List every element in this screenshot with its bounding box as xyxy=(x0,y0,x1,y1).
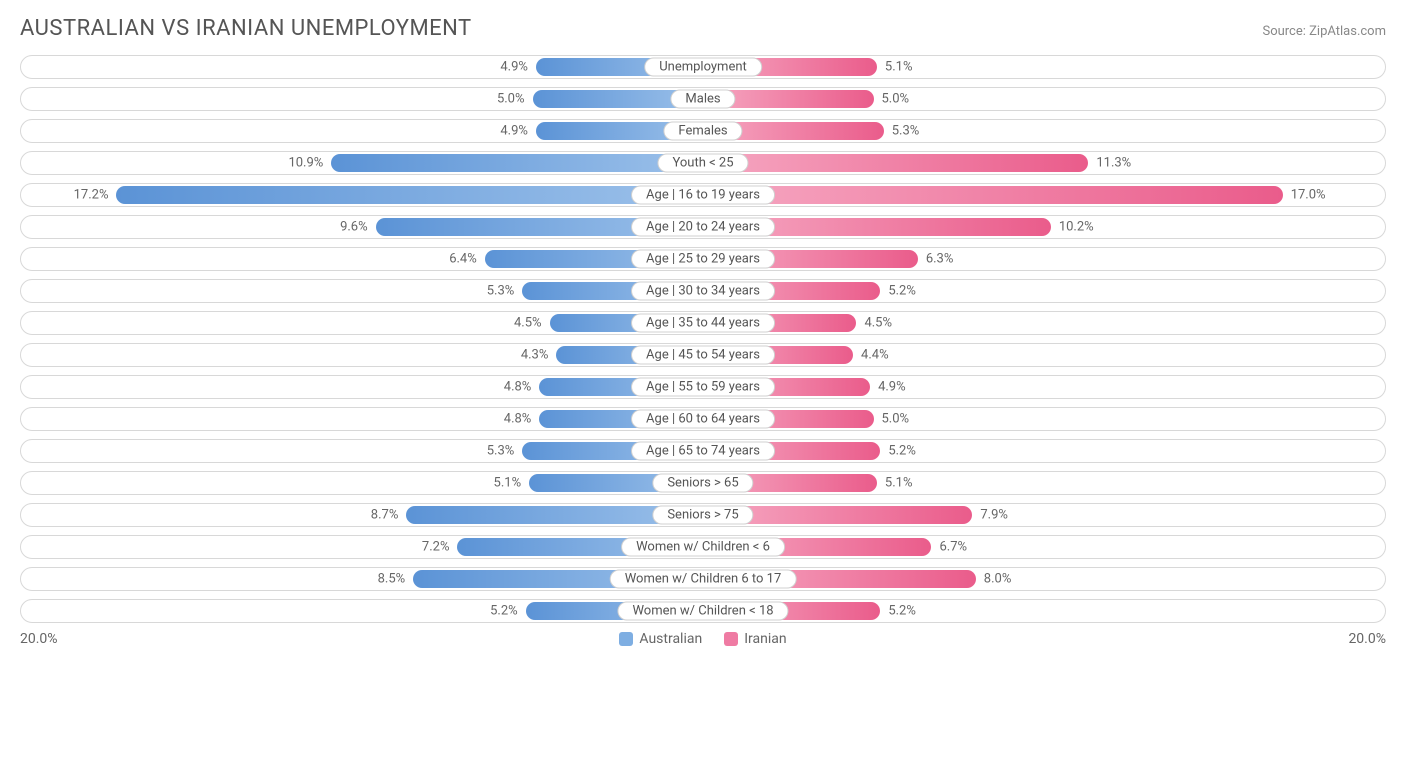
chart-row: 5.3% 5.2% Age | 65 to 74 years xyxy=(20,439,1386,463)
chart-row: 5.0% 5.0% Males xyxy=(20,87,1386,111)
value-label-right: 5.0% xyxy=(882,412,910,427)
value-label-right: 5.2% xyxy=(888,444,916,459)
value-label-left: 8.7% xyxy=(371,508,399,523)
chart-row: 8.7% 7.9% Seniors > 75 xyxy=(20,503,1386,527)
chart-title: AUSTRALIAN VS IRANIAN UNEMPLOYMENT xyxy=(20,16,472,41)
diverging-bar-chart: 4.9% 5.1% Unemployment 5.0% 5.0% Males 4.9% 5.3… xyxy=(20,55,1386,623)
category-pill: Women w/ Children < 18 xyxy=(617,602,788,621)
value-label-right: 5.2% xyxy=(888,284,916,299)
value-label-left: 4.8% xyxy=(504,380,532,395)
value-label-left: 4.9% xyxy=(500,124,528,139)
category-pill: Age | 20 to 24 years xyxy=(631,218,775,237)
value-label-left: 10.9% xyxy=(288,156,323,171)
chart-row: 17.2% 17.0% Age | 16 to 19 years xyxy=(20,183,1386,207)
chart-legend: Australian Iranian xyxy=(58,631,1349,647)
value-label-right: 6.3% xyxy=(926,252,954,267)
value-label-right: 6.7% xyxy=(939,540,967,555)
legend-swatch-iranian xyxy=(724,632,738,646)
category-pill: Youth < 25 xyxy=(657,154,748,173)
value-label-left: 9.6% xyxy=(340,220,368,235)
value-label-left: 5.3% xyxy=(487,444,515,459)
value-label-left: 5.2% xyxy=(490,604,518,619)
category-pill: Age | 60 to 64 years xyxy=(631,410,775,429)
value-label-left: 4.5% xyxy=(514,316,542,331)
bar-australian xyxy=(331,154,703,172)
chart-row: 4.5% 4.5% Age | 35 to 44 years xyxy=(20,311,1386,335)
chart-row: 4.9% 5.1% Unemployment xyxy=(20,55,1386,79)
chart-row: 4.3% 4.4% Age | 45 to 54 years xyxy=(20,343,1386,367)
chart-row: 5.3% 5.2% Age | 30 to 34 years xyxy=(20,279,1386,303)
value-label-right: 4.4% xyxy=(861,348,889,363)
category-pill: Age | 65 to 74 years xyxy=(631,442,775,461)
value-label-left: 17.2% xyxy=(74,188,109,203)
value-label-right: 5.2% xyxy=(888,604,916,619)
axis-max-left: 20.0% xyxy=(20,631,58,647)
legend-item-australian: Australian xyxy=(619,631,702,647)
chart-row: 8.5% 8.0% Women w/ Children 6 to 17 xyxy=(20,567,1386,591)
value-label-right: 8.0% xyxy=(984,572,1012,587)
chart-row: 4.9% 5.3% Females xyxy=(20,119,1386,143)
value-label-left: 6.4% xyxy=(449,252,477,267)
value-label-left: 4.9% xyxy=(500,60,528,75)
category-pill: Unemployment xyxy=(644,58,762,77)
category-pill: Women w/ Children < 6 xyxy=(621,538,785,557)
category-pill: Males xyxy=(670,90,735,109)
category-pill: Women w/ Children 6 to 17 xyxy=(610,570,797,589)
legend-label-australian: Australian xyxy=(639,631,702,647)
value-label-left: 4.3% xyxy=(521,348,549,363)
value-label-left: 5.3% xyxy=(487,284,515,299)
chart-row: 6.4% 6.3% Age | 25 to 29 years xyxy=(20,247,1386,271)
value-label-right: 5.0% xyxy=(882,92,910,107)
value-label-right: 11.3% xyxy=(1096,156,1131,171)
chart-row: 4.8% 5.0% Age | 60 to 64 years xyxy=(20,407,1386,431)
bar-australian xyxy=(116,186,703,204)
value-label-right: 10.2% xyxy=(1059,220,1094,235)
axis-max-right: 20.0% xyxy=(1348,631,1386,647)
bar-iranian xyxy=(703,154,1088,172)
value-label-right: 5.3% xyxy=(892,124,920,139)
value-label-right: 5.1% xyxy=(885,60,913,75)
legend-swatch-australian xyxy=(619,632,633,646)
value-label-right: 7.9% xyxy=(980,508,1008,523)
value-label-right: 4.9% xyxy=(878,380,906,395)
legend-item-iranian: Iranian xyxy=(724,631,786,647)
category-pill: Females xyxy=(663,122,742,141)
chart-row: 7.2% 6.7% Women w/ Children < 6 xyxy=(20,535,1386,559)
value-label-left: 7.2% xyxy=(422,540,450,555)
chart-source: Source: ZipAtlas.com xyxy=(1262,24,1386,39)
value-label-left: 5.0% xyxy=(497,92,525,107)
chart-row: 9.6% 10.2% Age | 20 to 24 years xyxy=(20,215,1386,239)
category-pill: Age | 16 to 19 years xyxy=(631,186,775,205)
category-pill: Age | 25 to 29 years xyxy=(631,250,775,269)
category-pill: Seniors > 75 xyxy=(652,506,753,525)
chart-row: 10.9% 11.3% Youth < 25 xyxy=(20,151,1386,175)
category-pill: Seniors > 65 xyxy=(652,474,753,493)
chart-footer: 20.0% Australian Iranian 20.0% xyxy=(20,631,1386,647)
chart-row: 5.1% 5.1% Seniors > 65 xyxy=(20,471,1386,495)
value-label-left: 5.1% xyxy=(494,476,522,491)
category-pill: Age | 30 to 34 years xyxy=(631,282,775,301)
value-label-left: 4.8% xyxy=(504,412,532,427)
chart-row: 5.2% 5.2% Women w/ Children < 18 xyxy=(20,599,1386,623)
bar-iranian xyxy=(703,186,1283,204)
chart-row: 4.8% 4.9% Age | 55 to 59 years xyxy=(20,375,1386,399)
category-pill: Age | 55 to 59 years xyxy=(631,378,775,397)
category-pill: Age | 35 to 44 years xyxy=(631,314,775,333)
value-label-left: 8.5% xyxy=(378,572,406,587)
category-pill: Age | 45 to 54 years xyxy=(631,346,775,365)
legend-label-iranian: Iranian xyxy=(744,631,786,647)
value-label-right: 4.5% xyxy=(864,316,892,331)
chart-header: AUSTRALIAN VS IRANIAN UNEMPLOYMENT Sourc… xyxy=(20,16,1386,41)
value-label-right: 17.0% xyxy=(1291,188,1326,203)
value-label-right: 5.1% xyxy=(885,476,913,491)
